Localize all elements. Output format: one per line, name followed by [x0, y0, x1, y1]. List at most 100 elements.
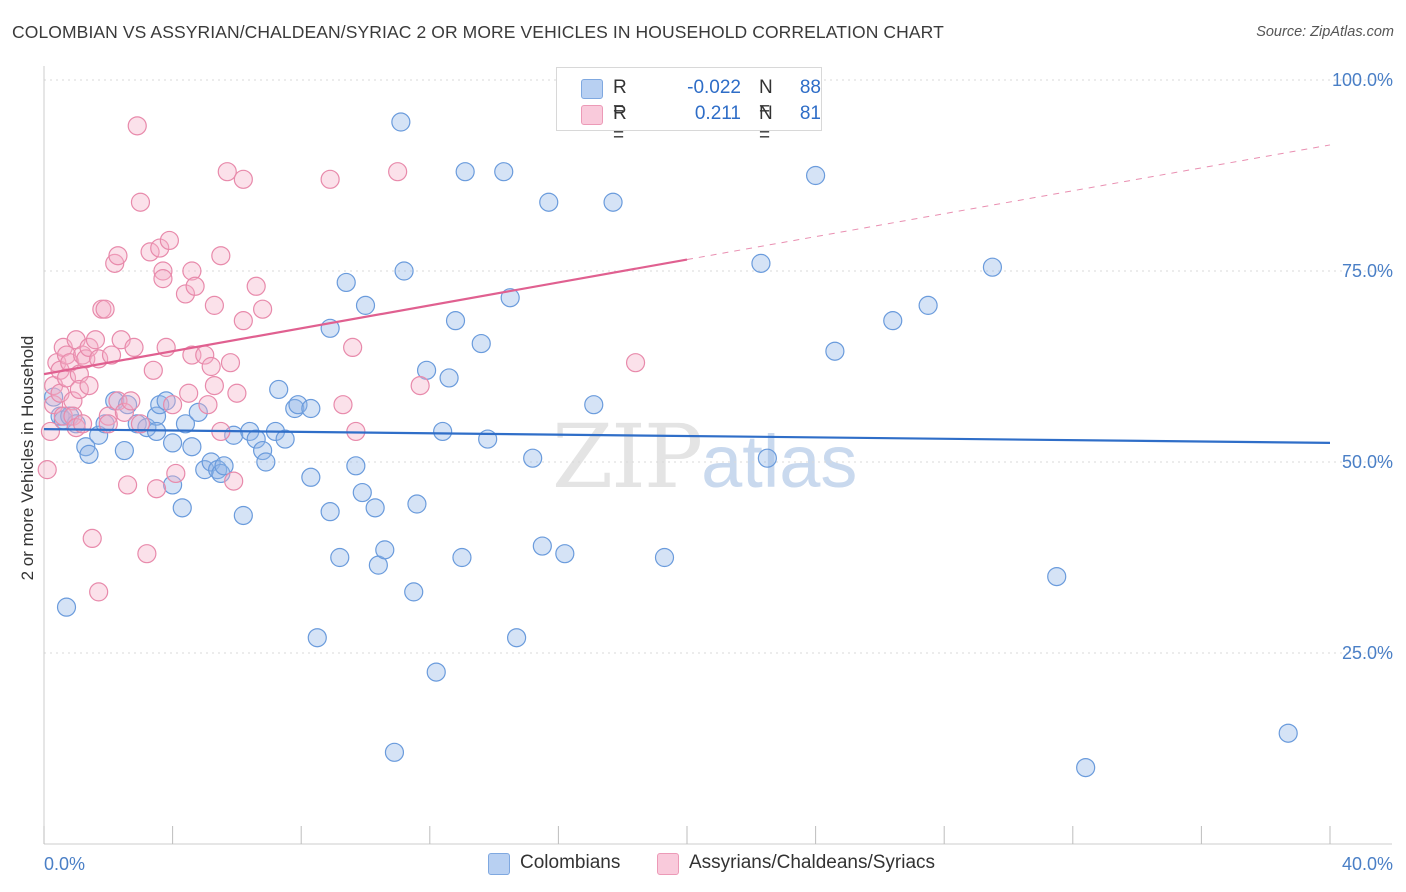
data-point-assyrian — [37, 460, 57, 480]
trend-line-assyrians — [43, 258, 688, 376]
bottom-legend-label: Colombians — [520, 852, 621, 873]
data-point-colombian — [375, 540, 395, 560]
data-point-colombian — [1047, 566, 1067, 587]
data-point-colombian — [384, 742, 405, 762]
data-point-colombian — [246, 429, 266, 449]
data-point-assyrian — [40, 421, 61, 442]
data-point-colombian — [182, 437, 202, 457]
legend-n-label: N = — [759, 103, 773, 146]
data-point-assyrian — [153, 261, 173, 281]
stats-legend: R = -0.022 N = 88 R = 0.211 N = 81 — [556, 67, 822, 146]
legend-r-label: R = — [613, 77, 627, 120]
data-point-colombian — [346, 456, 366, 476]
chart-title: COLOMBIAN VS ASSYRIAN/CHALDEAN/SYRIAC 2 … — [12, 22, 944, 42]
data-point-colombian — [301, 467, 321, 487]
y-tick-label: 75.0% — [1342, 261, 1393, 281]
data-point-assyrian — [53, 406, 73, 426]
bottom-legend-swatch-colombians — [488, 853, 510, 875]
data-point-colombian — [805, 165, 826, 186]
data-point-assyrian — [211, 246, 231, 266]
series-colombians — [44, 112, 1298, 778]
data-point-colombian — [532, 536, 552, 556]
data-point-colombian — [330, 547, 350, 568]
data-point-colombian — [1278, 723, 1298, 743]
data-point-colombian — [320, 502, 340, 522]
legend-r-value: 0.211 — [694, 103, 741, 124]
data-point-colombian — [253, 440, 273, 461]
data-point-colombian — [163, 433, 183, 453]
legend-r-value: -0.022 — [687, 77, 741, 98]
data-point-assyrian — [233, 311, 253, 331]
data-point-colombian — [175, 414, 196, 434]
data-point-colombian — [114, 440, 134, 461]
data-point-assyrian — [410, 376, 430, 396]
data-point-colombian — [404, 582, 424, 602]
legend-swatch-colombians — [581, 79, 603, 99]
watermark-zip: ZIP — [552, 405, 703, 508]
data-point-colombian — [288, 395, 308, 415]
data-point-assyrian — [121, 391, 141, 411]
data-point-assyrian — [72, 414, 93, 434]
data-point-assyrian — [127, 116, 147, 136]
data-point-colombian — [301, 398, 321, 419]
data-point-colombian — [275, 429, 295, 449]
data-point-assyrian — [220, 353, 241, 373]
data-point-assyrian — [333, 395, 353, 415]
data-point-assyrian — [204, 376, 224, 396]
data-point-assyrian — [185, 276, 205, 296]
data-point-assyrian — [130, 414, 151, 434]
legend-n-value: 81 — [799, 103, 821, 124]
data-point-colombian — [982, 257, 1003, 277]
data-point-colombian — [918, 295, 938, 315]
data-point-colombian — [79, 444, 99, 464]
data-point-colombian — [394, 261, 414, 281]
data-point-assyrian — [233, 169, 253, 189]
data-point-assyrian — [175, 284, 196, 304]
data-point-colombian — [336, 272, 356, 293]
data-point-colombian — [825, 341, 845, 361]
data-point-assyrian — [130, 192, 151, 212]
axes — [43, 66, 1392, 845]
x-tick-label: 0.0% — [44, 854, 85, 874]
data-point-assyrian — [163, 395, 183, 415]
data-point-colombian — [584, 395, 604, 415]
legend-n-value: 88 — [799, 77, 821, 98]
bottom-legend-label: Assyrians/Chaldeans/Syriacs — [689, 852, 936, 873]
data-point-assyrian — [63, 406, 83, 426]
data-point-colombian — [433, 421, 453, 442]
y-tick-label: 50.0% — [1342, 452, 1393, 472]
data-point-assyrian — [63, 391, 83, 411]
tick-labels: 25.0% 50.0% 75.0% 100.0% 0.0% 40.0% — [44, 70, 1393, 874]
data-point-colombian — [445, 311, 466, 331]
y-tick-label: 100.0% — [1332, 70, 1393, 90]
data-point-assyrian — [153, 269, 173, 289]
data-point-assyrian — [82, 528, 102, 549]
data-point-colombian — [751, 253, 771, 273]
data-point-colombian — [555, 544, 575, 564]
data-point-assyrian — [124, 337, 144, 357]
data-point-colombian — [539, 192, 559, 212]
data-point-assyrian — [98, 406, 118, 426]
data-point-colombian — [56, 597, 77, 617]
data-point-colombian — [439, 368, 459, 388]
data-point-assyrian — [79, 376, 99, 396]
data-point-colombian — [146, 406, 167, 426]
data-point-assyrian — [224, 471, 244, 491]
data-point-assyrian — [150, 238, 170, 258]
data-point-colombian — [1076, 757, 1096, 778]
legend-swatch-assyrians — [581, 105, 603, 125]
data-point-colombian — [269, 379, 289, 400]
data-point-assyrian — [217, 162, 237, 182]
data-point-assyrian — [117, 475, 138, 495]
data-point-assyrian — [98, 414, 118, 434]
data-point-assyrian — [227, 383, 247, 403]
data-point-assyrian — [56, 368, 77, 388]
data-point-colombian — [233, 505, 253, 526]
data-point-assyrian — [137, 544, 157, 564]
data-point-assyrian — [246, 276, 266, 296]
data-point-assyrian — [114, 402, 134, 422]
y-tick-label: 25.0% — [1342, 643, 1393, 663]
legend-r-label: R = — [613, 103, 627, 146]
data-point-colombian — [256, 452, 276, 472]
data-point-assyrian — [159, 230, 179, 251]
